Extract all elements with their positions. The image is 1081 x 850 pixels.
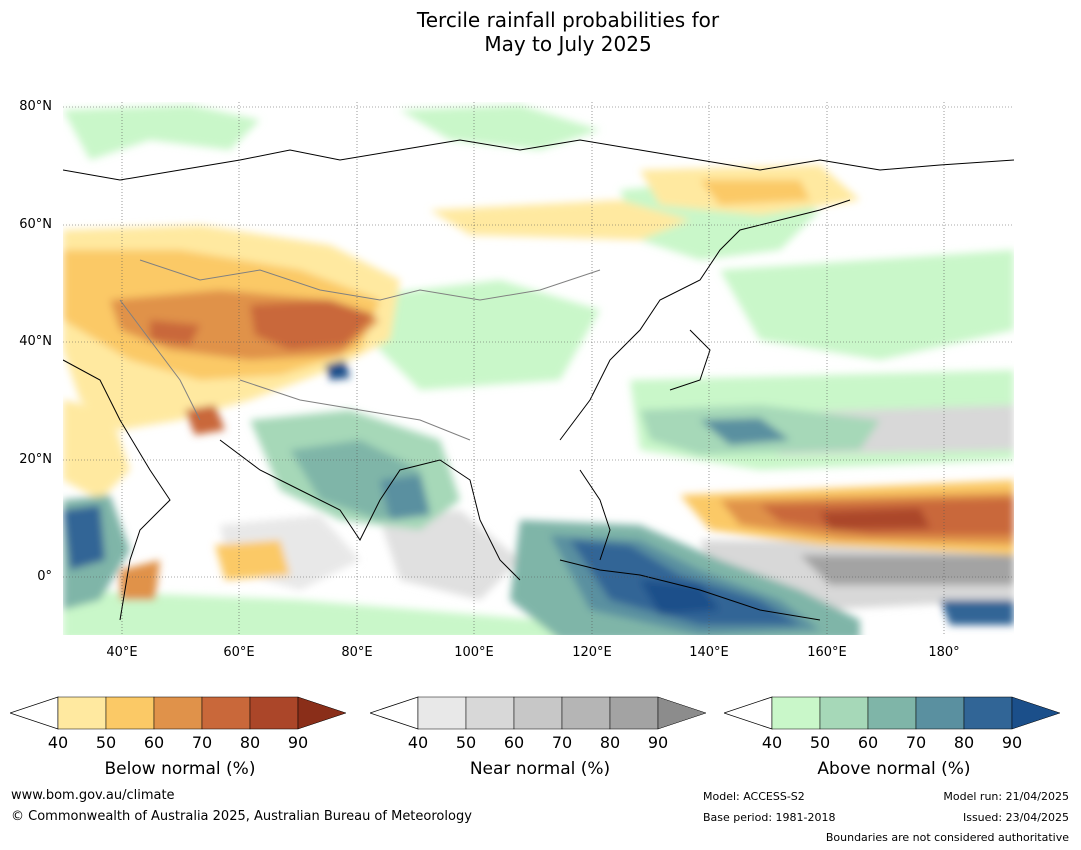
tick-label: 90 [647,733,669,752]
colorbar-swatch [819,696,869,730]
colorbar-above-normal: 40 50 60 70 80 90 Above normal (%) [724,695,1064,785]
colorbar-caption-above: Above normal (%) [817,759,971,779]
colorbar-below-normal: 40 50 60 70 80 90 Below normal (%) [10,695,350,785]
lat-label-0: 0° [37,569,52,584]
colorbar-swatch [609,696,659,730]
issued-text: Issued: 23/04/2025 [962,811,1069,824]
lon-label-180: 180° [928,645,960,660]
lat-label-20n: 20°N [19,452,52,467]
tick-label: 60 [503,733,525,752]
disclaimer-text: Boundaries are not considered authoritat… [825,831,1069,844]
lon-label-140e: 140°E [689,645,729,660]
colorbar-swatch [465,696,515,730]
colorbar-caption-below: Below normal (%) [104,759,256,779]
colorbar-swatch [297,696,347,730]
colorbar-near-normal: 40 50 60 70 80 90 Near normal (%) [370,695,710,785]
colorbar-swatch [417,696,467,730]
tick-label: 60 [857,733,879,752]
colorbar-swatch [915,696,965,730]
tick-label: 70 [905,733,927,752]
colorbar-swatch [513,696,563,730]
colorbar-swatch [57,696,107,730]
colorbar-swatch [867,696,917,730]
rainfall-map [63,102,1014,635]
tick-label: 80 [599,733,621,752]
tick-label: 90 [1001,733,1023,752]
colorbar-swatch [1011,696,1061,730]
model-text: Model: ACCESS-S2 [703,790,805,803]
map-title: Tercile rainfall probabilities for May t… [0,8,1081,56]
colorbar-caption-near: Near normal (%) [469,759,611,779]
colorbar-swatch [561,696,611,730]
tick-label: 90 [287,733,309,752]
graticule [63,102,1014,635]
lon-label-80e: 80°E [341,645,373,660]
coastlines [63,139,1014,621]
lon-label-40e: 40°E [106,645,138,660]
tick-label: 40 [47,733,69,752]
colorbar-swatch [105,696,155,730]
colorbar-swatch [201,696,251,730]
tick-label: 60 [143,733,165,752]
tick-label: 50 [95,733,117,752]
title-line-1: Tercile rainfall probabilities for [416,8,720,32]
colorbar-swatch [249,696,299,730]
tick-label: 50 [809,733,831,752]
colorbar-swatch [153,696,203,730]
colorbar-swatch [657,696,707,730]
tick-label: 70 [551,733,573,752]
tick-label: 40 [761,733,783,752]
tick-label: 80 [239,733,261,752]
lat-label-80n: 80°N [19,99,52,114]
tick-label: 70 [191,733,213,752]
lon-label-100e: 100°E [454,645,494,660]
probability-fields [63,102,1014,635]
tick-label: 40 [407,733,429,752]
lat-label-40n: 40°N [19,334,52,349]
tick-label: 50 [455,733,477,752]
lon-label-120e: 120°E [572,645,612,660]
copyright-text: © Commonwealth of Australia 2025, Austra… [11,809,472,824]
lon-label-60e: 60°E [223,645,255,660]
lon-label-160e: 160°E [807,645,847,660]
lat-label-60n: 60°N [19,217,52,232]
model-run-text: Model run: 21/04/2025 [943,790,1069,803]
title-line-2: May to July 2025 [484,32,652,56]
tick-label: 80 [953,733,975,752]
base-period-text: Base period: 1981-2018 [703,811,836,824]
colorbar-swatch [963,696,1013,730]
colorbar-swatch [771,696,821,730]
country-boundaries [119,259,601,441]
website-link[interactable]: www.bom.gov.au/climate [11,788,175,803]
